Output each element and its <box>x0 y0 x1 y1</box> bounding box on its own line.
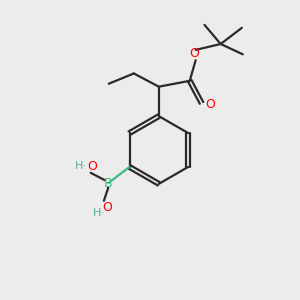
Text: H·: H· <box>75 161 87 171</box>
Text: O: O <box>88 160 97 173</box>
Text: H·: H· <box>93 208 105 218</box>
Text: O: O <box>205 98 215 111</box>
Text: B: B <box>104 177 112 190</box>
Text: O: O <box>103 201 112 214</box>
Text: O: O <box>189 47 199 60</box>
